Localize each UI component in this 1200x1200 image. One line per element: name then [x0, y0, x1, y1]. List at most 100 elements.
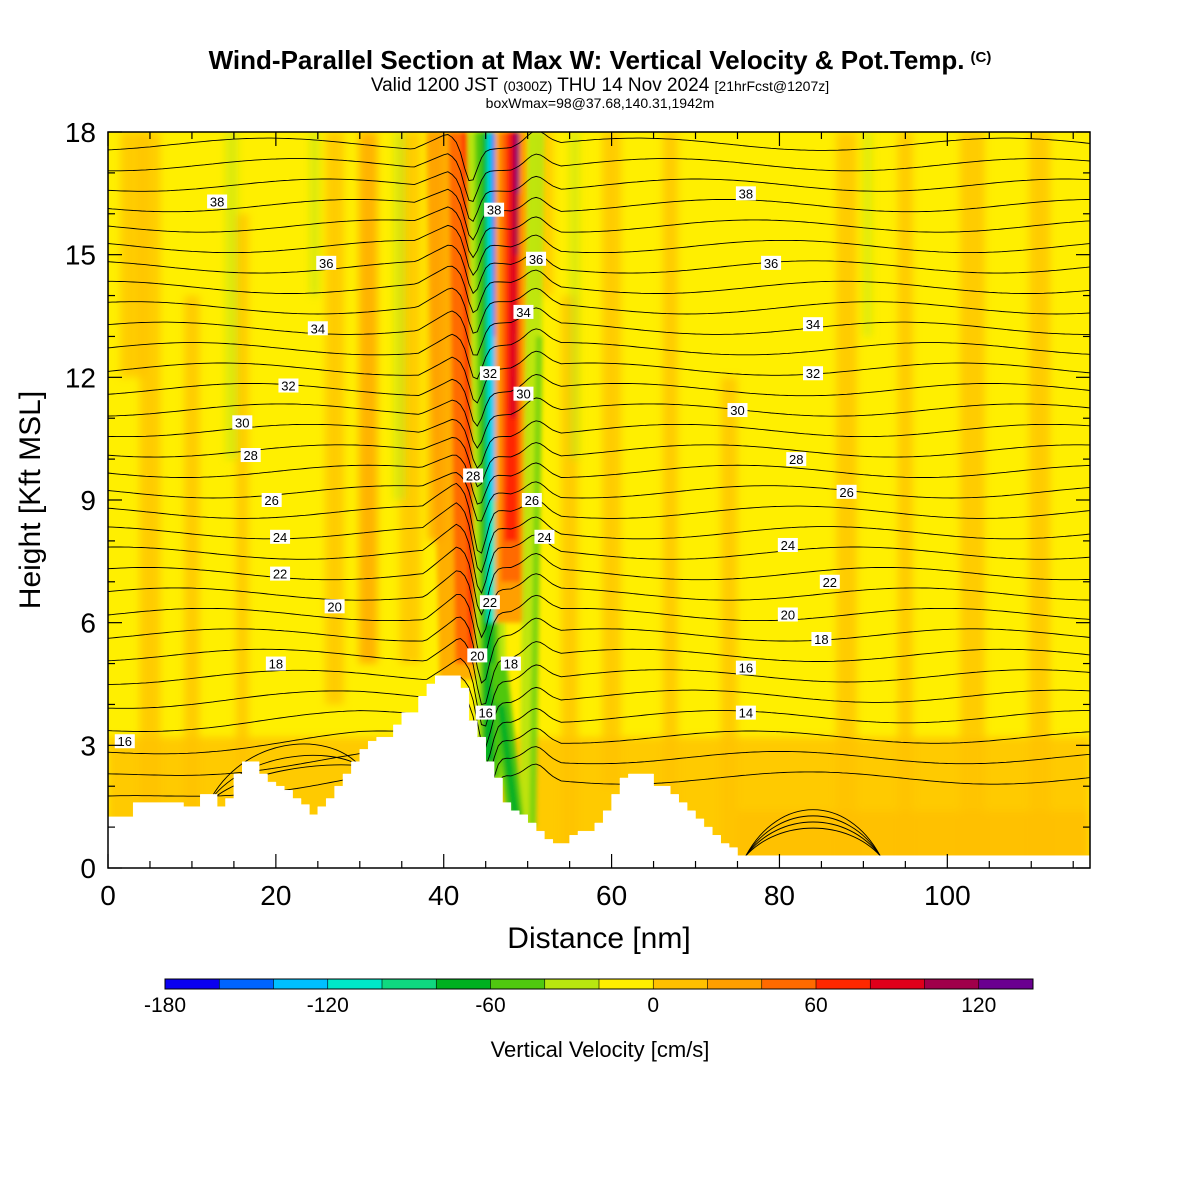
- valid-time-line: Valid 1200 JST (0300Z) THU 14 Nov 2024 […: [0, 76, 1200, 96]
- theta-label: 26: [521, 493, 542, 508]
- svg-text:28: 28: [789, 452, 803, 467]
- svg-text:16: 16: [478, 706, 492, 721]
- svg-text:22: 22: [483, 595, 497, 610]
- x-tick-label: 40: [428, 880, 459, 911]
- theta-label: 34: [803, 317, 824, 332]
- theta-label: 34: [307, 321, 328, 336]
- theta-contour-line: [108, 637, 1090, 706]
- theta-label: 30: [727, 403, 748, 418]
- valid-utc: (0300Z): [503, 78, 553, 94]
- colorbar-swatch: [544, 979, 600, 989]
- svg-text:24: 24: [273, 530, 287, 545]
- theta-contour-line: [108, 224, 1090, 276]
- svg-text:24: 24: [537, 530, 551, 545]
- theta-contour-line: [108, 523, 1090, 595]
- colorbar-tick-label: 60: [804, 994, 827, 1017]
- colorbar: [164, 978, 1034, 990]
- theta-contour-line: [108, 657, 1090, 727]
- theta-label: 30: [232, 415, 253, 430]
- x-tick-label: 60: [596, 880, 627, 911]
- theta-label: 32: [479, 366, 500, 381]
- theta-contour-line: [108, 132, 1090, 182]
- terrain: [108, 675, 1090, 868]
- colorbar-swatch: [599, 979, 654, 989]
- colorbar-swatch: [707, 979, 763, 989]
- theta-contour-line: [108, 328, 1090, 380]
- colorbar-tick-label: 0: [647, 994, 659, 1017]
- theta-contour-line: [108, 153, 1090, 202]
- x-tick-label: 100: [924, 880, 971, 911]
- svg-text:30: 30: [235, 415, 249, 430]
- y-tick-label: 12: [65, 362, 96, 393]
- theta-label: 28: [240, 448, 261, 463]
- x-tick-labels: 0 20 40 60 80 100: [100, 880, 970, 911]
- theta-contour-line: [108, 188, 1090, 241]
- theta-contour-line: [108, 594, 1090, 662]
- theta-contour-line: [108, 206, 1090, 259]
- svg-text:34: 34: [516, 305, 530, 320]
- theta-contour-line: [108, 570, 1090, 639]
- theta-contour-line: [745, 827, 881, 857]
- theta-label: 36: [526, 251, 547, 267]
- theta-label: 20: [324, 599, 345, 614]
- theta-contour-line: [108, 374, 1090, 427]
- colorbar-swatch: [978, 979, 1034, 989]
- svg-text:16: 16: [118, 734, 132, 749]
- svg-text:36: 36: [319, 256, 333, 271]
- theta-label: 24: [777, 537, 798, 553]
- svg-text:26: 26: [264, 493, 278, 508]
- theta-contour-line: [108, 397, 1090, 449]
- theta-label: 22: [819, 574, 840, 590]
- theta-contour-line: [208, 764, 360, 803]
- y-tick-labels: 0 3 6 9 12 15 18: [65, 117, 96, 884]
- theta-label: 24: [534, 529, 555, 545]
- theta-label: 18: [500, 656, 521, 672]
- theta-label: 26: [836, 484, 857, 500]
- theta-contour-line: [108, 676, 1090, 748]
- y-tick-label: 0: [80, 853, 96, 884]
- theta-contour-line: [108, 171, 1090, 222]
- plot-area: 16 18 20 22 24 26 28 30 32 34 36 38 16 20 18 22 28 32 38 26…: [108, 132, 1090, 868]
- colorbar-swatch: [870, 979, 925, 989]
- y-tick-label: 6: [80, 608, 96, 639]
- colorbar-swatch: [327, 979, 383, 989]
- theta-contour-line: [108, 616, 1090, 684]
- svg-text:30: 30: [516, 387, 530, 402]
- colorbar-tick-label: 120: [961, 994, 996, 1017]
- theta-label: 24: [270, 529, 291, 545]
- theta-label: 38: [207, 194, 228, 210]
- colorbar-swatch: [490, 979, 546, 989]
- svg-text:18: 18: [269, 657, 283, 672]
- theta-label: 32: [803, 366, 824, 381]
- svg-text:32: 32: [806, 366, 820, 381]
- theta-contour-line: [108, 418, 1090, 470]
- svg-text:32: 32: [483, 366, 497, 381]
- svg-text:36: 36: [529, 252, 543, 267]
- svg-text:20: 20: [470, 648, 484, 663]
- colorbar-tick-label: -60: [475, 994, 505, 1017]
- y-axis-label: Height [Kft MSL]: [14, 391, 47, 609]
- y-tick-label: 15: [65, 240, 96, 271]
- axis-ticks: [107, 131, 1090, 869]
- theta-contour-line: [108, 694, 1090, 768]
- theta-contour-line: [208, 743, 361, 803]
- svg-text:20: 20: [781, 607, 795, 622]
- theta-label: 36: [761, 255, 782, 271]
- theta-contour-line: [745, 809, 881, 856]
- colorbar-tick-labels: -180 -120 -60 0 60 120: [144, 994, 996, 1017]
- colorbar-swatch: [219, 979, 274, 989]
- svg-text:18: 18: [504, 657, 518, 672]
- theta-contour-labels: 16 18 20 22 24 26 28 30 32 34 36 38 16 20 18 22 28 32 38 26…: [114, 186, 857, 749]
- svg-text:28: 28: [466, 468, 480, 483]
- theta-contour-line: [108, 244, 1090, 295]
- theta-label: 38: [735, 186, 756, 201]
- theta-label: 18: [265, 656, 286, 672]
- copyright-mark: (C): [970, 49, 992, 66]
- theta-label: 18: [811, 632, 832, 647]
- svg-text:28: 28: [243, 448, 257, 463]
- theta-label: 22: [270, 566, 291, 582]
- colorbar-swatch: [382, 979, 437, 989]
- x-axis-label: Distance [nm]: [507, 922, 690, 955]
- theta-label: 28: [786, 452, 807, 467]
